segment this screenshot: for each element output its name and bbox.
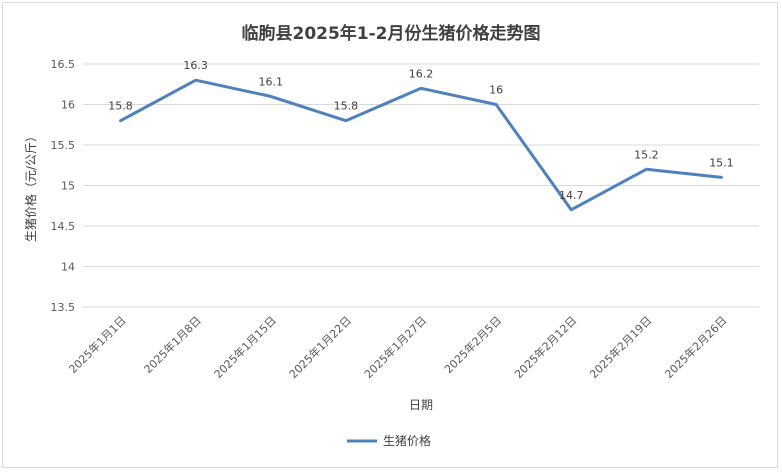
x-axis-ticks: 2025年1月1日 2025年1月8日 2025年1月15日 2025年1月22日 20…: [66, 313, 730, 381]
data-label: 15.8: [334, 100, 359, 113]
x-tick-label: 2025年2月5日: [441, 313, 504, 376]
x-axis-title: 日期: [409, 398, 433, 412]
data-label: 14.7: [559, 189, 584, 202]
data-label: 16: [489, 84, 503, 97]
x-tick-label: 2025年2月26日: [662, 313, 730, 381]
data-label: 16.1: [259, 75, 284, 88]
data-label: 16.2: [409, 67, 434, 80]
y-axis-ticks: 13.5 14 14.5 15 15.5 16 16.5: [51, 58, 76, 314]
x-tick-label: 2025年1月1日: [66, 313, 129, 376]
data-label: 15.2: [634, 148, 659, 161]
series-line: [119, 78, 723, 212]
line-chart: 临朐县2025年1-2月份生猪价格走势图 13.51414.51515.5161…: [23, 23, 759, 448]
y-tick-label: 16.5: [51, 58, 76, 71]
gridlines: [83, 63, 759, 308]
data-label: 15.8: [108, 100, 133, 113]
legend-label: 生猪价格: [383, 433, 431, 448]
y-tick-label: 13.5: [51, 301, 76, 314]
x-tick-label: 2025年1月15日: [211, 313, 279, 381]
legend: 生猪价格: [347, 433, 431, 448]
x-tick-label: 2025年1月22日: [286, 313, 354, 381]
x-tick-label: 2025年2月19日: [587, 313, 655, 381]
x-tick-label: 2025年1月27日: [361, 313, 429, 381]
data-label: 15.1: [709, 156, 734, 169]
chart-title: 临朐县2025年1-2月份生猪价格走势图: [241, 23, 540, 44]
y-tick-label: 15: [61, 180, 75, 193]
chart-frame: 临朐县2025年1-2月份生猪价格走势图 13.5 14 14.5 15 15.5 16 1…: [2, 2, 778, 468]
y-tick-label: 15.5: [51, 139, 76, 152]
y-tick-label: 14: [61, 261, 75, 274]
x-tick-label: 2025年1月8日: [141, 313, 204, 376]
data-label: 16.3: [183, 59, 208, 72]
series-layer: [119, 78, 723, 212]
y-axis-title: 生猪价格（元/公斤）: [23, 130, 38, 242]
y-tick-label: 14.5: [51, 220, 76, 233]
data-labels: 15.8 16.3 16.1 15.8 16.2 16 14.7 15.2 15.1: [108, 59, 733, 202]
y-tick-label: 16: [61, 99, 75, 112]
x-tick-label: 2025年2月12日: [511, 313, 579, 381]
